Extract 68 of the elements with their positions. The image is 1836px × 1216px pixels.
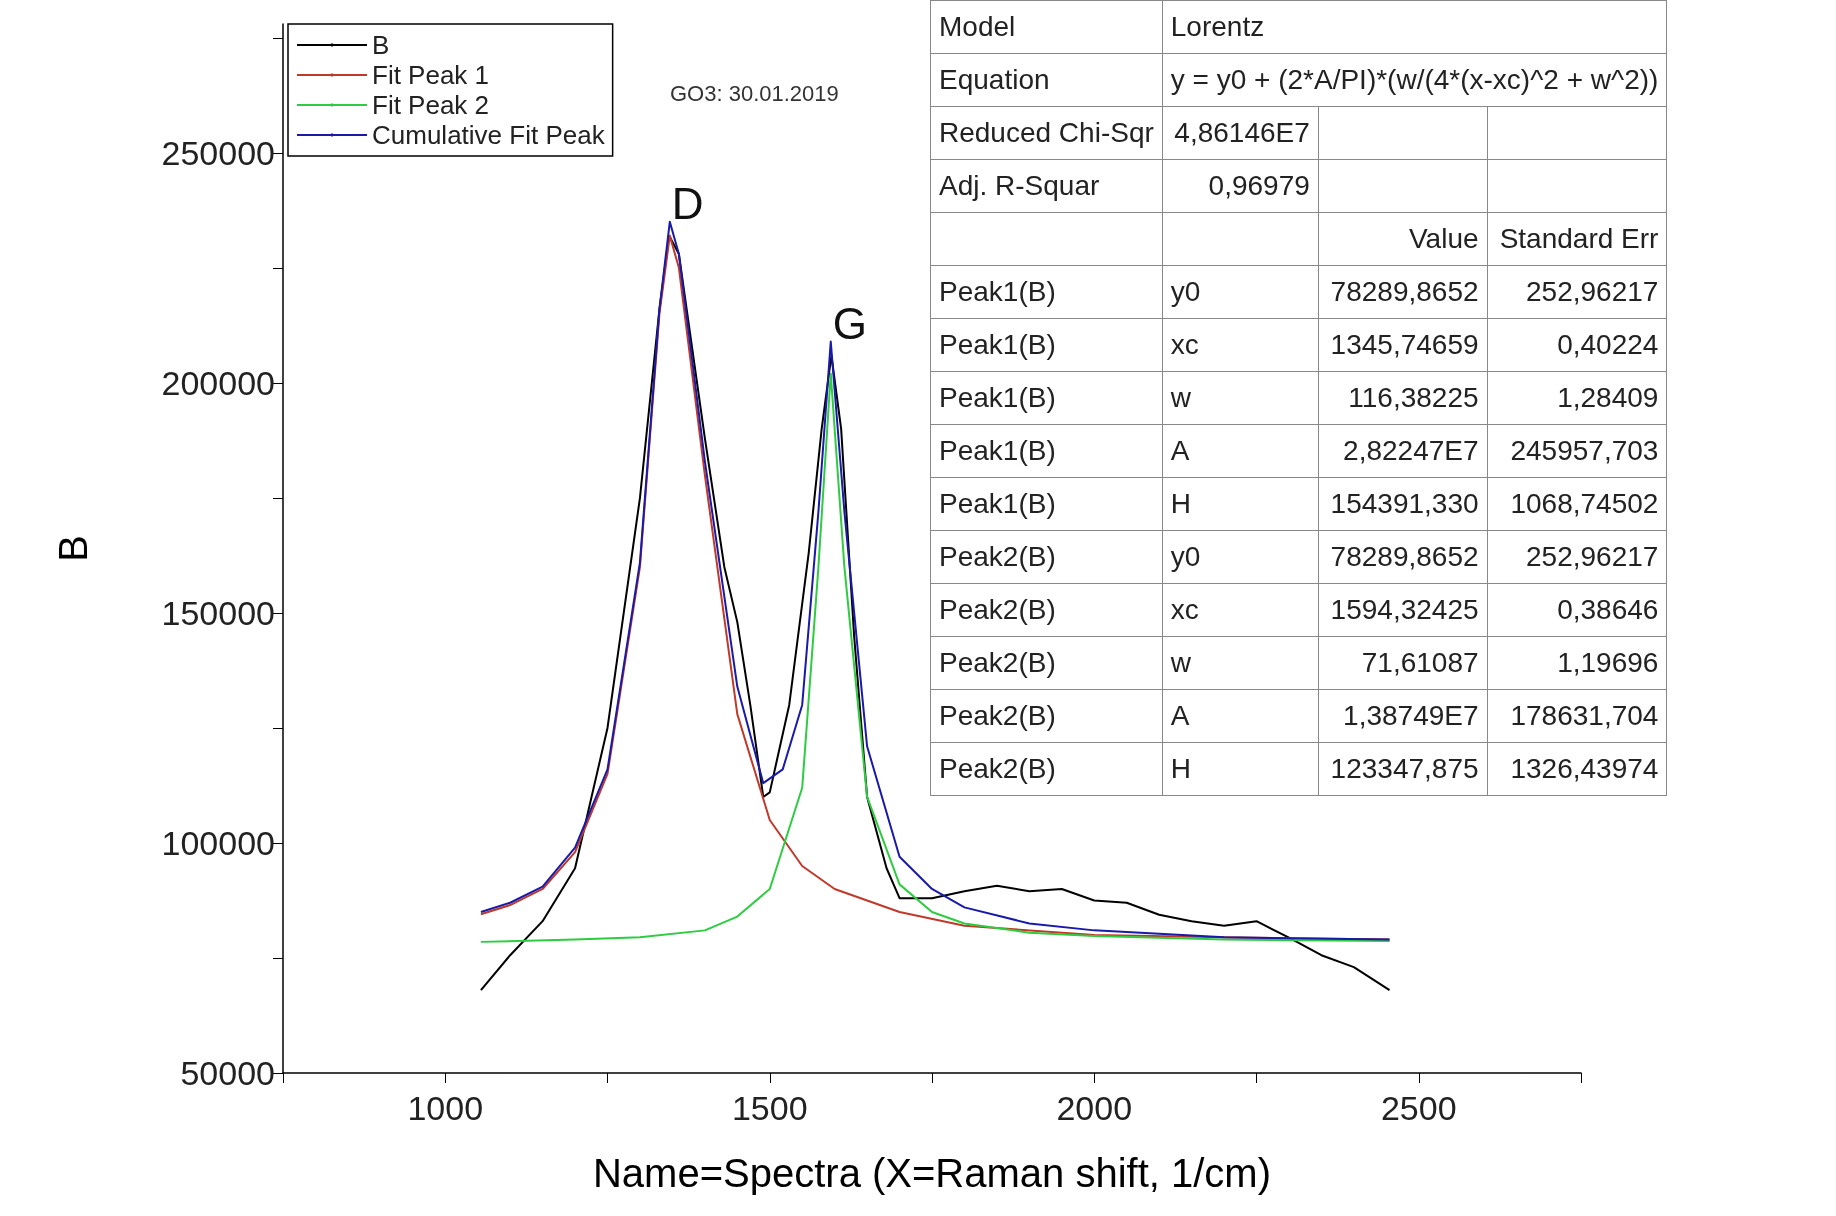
legend-label: Fit Peak 2 xyxy=(372,90,490,120)
text: xc xyxy=(1170,594,1199,625)
text: w xyxy=(1170,382,1192,413)
text: y = y0 + (2*A/PI)*(w/(4*(x-xc)^2 + w^2)) xyxy=(1170,64,1659,95)
text: Value xyxy=(1409,223,1479,254)
legend-label: Cumulative Fit Peak xyxy=(372,120,606,150)
x-tick-label: 1000 xyxy=(407,1089,484,1127)
text: 123347,875 xyxy=(1330,753,1479,784)
text: 71,61087 xyxy=(1361,647,1479,678)
text: A xyxy=(1170,700,1190,731)
text: Equation xyxy=(939,64,1050,95)
text: 1068,74502 xyxy=(1510,488,1659,519)
text: 1,28409 xyxy=(1557,382,1659,413)
text: 154391,330 xyxy=(1330,488,1479,519)
y-axis-title: B xyxy=(51,535,95,562)
text: Peak1(B) xyxy=(939,382,1056,413)
text: 78289,8652 xyxy=(1330,276,1479,307)
text: y0 xyxy=(1170,541,1201,572)
text: xc xyxy=(1170,329,1199,360)
x-tick-label: 2500 xyxy=(1380,1089,1457,1127)
annotation: G xyxy=(832,298,867,348)
x-axis-title: Name=Spectra (X=Raman shift, 1/cm) xyxy=(592,1151,1272,1195)
text: Peak2(B) xyxy=(939,647,1056,678)
annotation: GO3: 30.01.2019 xyxy=(670,80,839,106)
text: 0,96979 xyxy=(1208,170,1310,201)
text: 252,96217 xyxy=(1526,276,1659,307)
text: 116,38225 xyxy=(1348,382,1479,413)
y-tick-label: 250000 xyxy=(161,133,275,172)
text: 1,19696 xyxy=(1557,647,1659,678)
text: Peak2(B) xyxy=(939,594,1056,625)
text: H xyxy=(1170,753,1192,784)
text: w xyxy=(1170,647,1192,678)
text: A xyxy=(1170,435,1190,466)
y-tick-label: 100000 xyxy=(161,823,275,862)
text: Reduced Chi-Sqr xyxy=(939,117,1154,148)
text: 0,40224 xyxy=(1557,329,1659,360)
text: 1326,43974 xyxy=(1510,753,1659,784)
text: Peak1(B) xyxy=(939,276,1056,307)
text: 4,86146E7 xyxy=(1174,117,1310,148)
text: H xyxy=(1170,488,1192,519)
text: 178631,704 xyxy=(1510,700,1659,731)
text: Peak1(B) xyxy=(939,329,1056,360)
text: Peak2(B) xyxy=(939,541,1056,572)
text: 1345,74659 xyxy=(1330,329,1479,360)
y-tick-label: 150000 xyxy=(161,593,275,632)
text: Peak2(B) xyxy=(939,700,1056,731)
text: Peak1(B) xyxy=(939,435,1056,466)
x-tick-label: 2000 xyxy=(1056,1089,1133,1127)
x-tick-label: 1500 xyxy=(731,1089,808,1127)
text: 245957,703 xyxy=(1510,435,1659,466)
text: 2,82247E7 xyxy=(1343,435,1479,466)
text: 252,96217 xyxy=(1526,541,1659,572)
legend-label: Fit Peak 1 xyxy=(372,60,490,90)
text: 1594,32425 xyxy=(1330,594,1479,625)
text: Adj. R-Squar xyxy=(939,170,1100,201)
legend-label: B xyxy=(372,30,390,60)
text: Peak2(B) xyxy=(939,753,1056,784)
text: Standard Err xyxy=(1499,223,1659,254)
text: Peak1(B) xyxy=(939,488,1056,519)
text: 0,38646 xyxy=(1557,594,1659,625)
text: Lorentz xyxy=(1170,11,1265,42)
text: y0 xyxy=(1170,276,1201,307)
text: 1,38749E7 xyxy=(1343,700,1479,731)
text: 78289,8652 xyxy=(1330,541,1479,572)
y-tick-label: 200000 xyxy=(161,363,275,402)
y-tick-label: 50000 xyxy=(180,1054,275,1092)
text: Model xyxy=(939,11,1016,42)
annotation: D xyxy=(671,179,704,229)
